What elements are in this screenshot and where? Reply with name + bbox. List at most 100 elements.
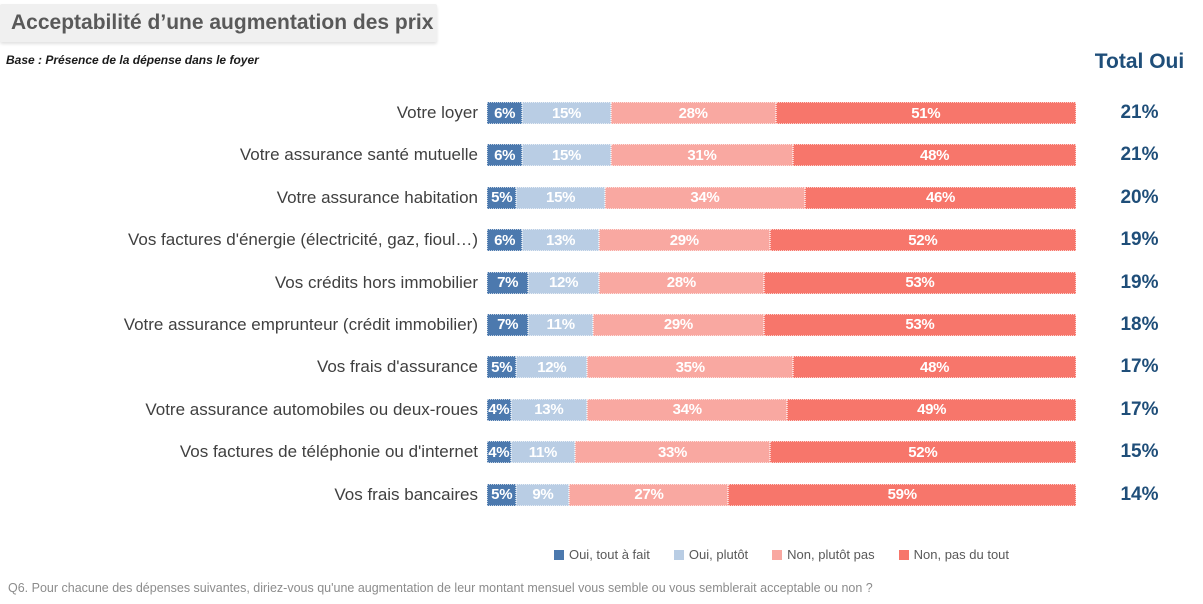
category-label: Vos factures de téléphonie ou d'internet	[179, 442, 478, 462]
bar-segment: 7%	[487, 313, 529, 336]
segment-value-label: 15%	[551, 146, 582, 164]
segment-value-label: 13%	[546, 231, 576, 249]
total-oui-header: Total Oui	[1094, 50, 1185, 73]
base-note: Base : Présence de la dépense dans le fo…	[6, 53, 259, 67]
segment-value-label: 46%	[925, 189, 956, 207]
stacked-bar: 6% 13% 29% 52%	[487, 229, 1076, 252]
stacked-bar: 4% 13% 34% 49%	[487, 398, 1076, 421]
segment-value-label: 11%	[546, 316, 575, 334]
bar-segment: 34%	[587, 398, 788, 421]
legend-label: Non, pas du tout	[913, 547, 1010, 562]
stacked-bar: 7% 11% 29% 53%	[487, 313, 1076, 336]
segment-value-label: 34%	[672, 401, 702, 419]
segment-value-label: 5%	[491, 486, 513, 504]
segment-value-label: 28%	[678, 104, 708, 122]
page-title: Acceptabilité d’une augmentation des pri…	[11, 11, 434, 34]
segment-value-label: 29%	[669, 231, 699, 249]
segment-value-label: 9%	[532, 486, 554, 504]
bar-segment: 9%	[516, 483, 570, 506]
segment-value-label: 27%	[634, 486, 664, 504]
segment-value-label: 51%	[911, 104, 941, 122]
bar-segment: 33%	[575, 441, 770, 464]
segment-value-label: 48%	[920, 146, 950, 164]
bar-segment: 13%	[510, 398, 588, 421]
bar-segment: 28%	[610, 102, 776, 124]
bar-segment: 51%	[775, 102, 1076, 124]
total-oui-value: 20%	[1120, 186, 1159, 208]
segment-value-label: 12%	[537, 358, 567, 376]
bar-segment: 48%	[793, 144, 1076, 167]
bar-segment: 48%	[793, 356, 1076, 379]
segment-value-label: 53%	[905, 274, 935, 292]
segment-value-label: 6%	[494, 146, 516, 164]
bar-segment: 6%	[487, 229, 523, 252]
bar-segment: 7%	[487, 271, 529, 294]
legend-swatch-icon	[898, 549, 909, 560]
stacked-bar: 5% 9% 27% 59%	[487, 483, 1076, 506]
category-label: Votre assurance emprunteur (crédit immob…	[123, 314, 478, 334]
legend-item: Oui, plutôt	[673, 547, 749, 562]
bar-segment: 28%	[598, 271, 764, 294]
category-label: Votre assurance habitation	[276, 187, 478, 207]
chart-row: Votre assurance santé mutuelle 6% 15% 31% 48…	[0, 144, 1203, 167]
segment-value-label: 49%	[917, 401, 947, 419]
chart-rows: Votre loyer 6% 15% 28% 51% 21% Votre assurance…	[0, 102, 1203, 506]
bar-segment: 4%	[487, 441, 511, 464]
bar-segment: 4%	[487, 398, 511, 421]
bar-segment: 53%	[763, 271, 1076, 294]
bar-segment: 27%	[569, 483, 729, 506]
segment-value-label: 12%	[548, 274, 579, 292]
stacked-bar: 5% 12% 35% 48%	[487, 356, 1076, 379]
bar-segment: 5%	[487, 186, 517, 209]
segment-value-label: 5%	[491, 358, 513, 376]
bar-segment: 31%	[610, 144, 794, 167]
bar-segment: 29%	[593, 313, 764, 336]
total-oui-value: 21%	[1120, 144, 1159, 166]
segment-value-label: 4%	[488, 401, 510, 419]
bar-segment: 6%	[487, 102, 523, 124]
total-oui-value: 15%	[1120, 441, 1159, 463]
bar-segment: 15%	[522, 102, 611, 124]
legend-swatch-icon	[673, 549, 684, 560]
bar-segment: 6%	[487, 144, 523, 167]
bar-segment: 49%	[787, 398, 1076, 421]
total-oui-value: 21%	[1120, 102, 1159, 123]
segment-value-label: 7%	[497, 274, 519, 292]
bar-segment: 15%	[522, 144, 611, 167]
segment-value-label: 52%	[908, 231, 938, 249]
segment-value-label: 48%	[920, 358, 950, 376]
bar-segment: 11%	[510, 441, 576, 464]
total-oui-value: 19%	[1120, 229, 1159, 251]
bar-segment: 35%	[587, 356, 794, 379]
total-oui-value: 18%	[1120, 313, 1159, 335]
stacked-bar: 4% 11% 33% 52%	[487, 441, 1076, 464]
total-oui-value: 19%	[1120, 271, 1159, 293]
bar-segment: 13%	[522, 229, 599, 252]
segment-value-label: 5%	[491, 189, 513, 207]
segment-value-label: 4%	[488, 443, 510, 461]
chart-row: Vos frais d'assurance 5% 12% 35% 48% 17%	[0, 356, 1203, 379]
segment-value-label: 53%	[905, 316, 935, 334]
bar-segment: 59%	[728, 483, 1076, 506]
segment-value-label: 15%	[551, 104, 582, 122]
bar-segment: 11%	[528, 313, 593, 336]
legend-swatch-icon	[553, 549, 564, 560]
title-banner: Acceptabilité d’une augmentation des pri…	[0, 4, 437, 42]
segment-value-label: 29%	[663, 316, 693, 334]
legend-label: Oui, plutôt	[688, 547, 749, 562]
stacked-bar: 7% 12% 28% 53%	[487, 271, 1076, 294]
segment-value-label: 11%	[528, 443, 558, 461]
chart-row: Vos crédits hors immobilier 7% 12% 28% 53% 19…	[0, 271, 1203, 294]
category-label: Vos frais d'assurance	[316, 357, 478, 377]
category-label: Vos crédits hors immobilier	[274, 272, 478, 292]
legend-item: Non, plutôt pas	[772, 547, 875, 562]
bar-segment: 5%	[487, 356, 517, 379]
stacked-bar: 6% 15% 28% 51%	[487, 102, 1076, 124]
category-label: Votre assurance automobiles ou deux-roue…	[145, 399, 478, 419]
bar-segment: 15%	[516, 186, 605, 209]
bar-segment: 5%	[487, 483, 517, 506]
stacked-bar: 5% 15% 34% 46%	[487, 186, 1076, 209]
chart-row: Vos frais bancaires 5% 9% 27% 59% 14%	[0, 483, 1203, 506]
bar-segment: 29%	[598, 229, 770, 252]
